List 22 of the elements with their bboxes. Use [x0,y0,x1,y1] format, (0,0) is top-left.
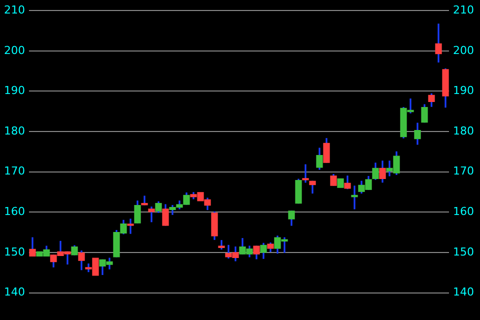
y-tick-label: 140 [4,286,25,299]
candlestick [337,178,344,188]
y-tick-label: 180 [4,124,25,138]
y-tick-label: 160 [4,205,25,218]
candlestick [351,186,358,210]
y2-tick-label: 210 [453,3,474,16]
y2-tick-label: 190 [453,84,474,98]
candlestick [302,164,309,183]
y-tick-label: 210 [4,3,25,16]
y-tick-label: 200 [4,44,25,57]
candlestick [127,218,134,234]
y2-tick-label: 140 [453,286,474,299]
y2-tick-label: 170 [453,164,474,178]
y2-tick-label: 180 [453,124,474,138]
y-tick-label: 150 [4,245,25,258]
candlestick [148,206,155,222]
y2-tick-label: 200 [453,44,474,57]
y2-tick-label: 150 [453,245,474,258]
y2-tick-label: 160 [453,205,474,218]
candlestick [141,196,148,206]
y-tick-label: 190 [4,84,25,98]
y-tick-label: 170 [4,164,25,178]
